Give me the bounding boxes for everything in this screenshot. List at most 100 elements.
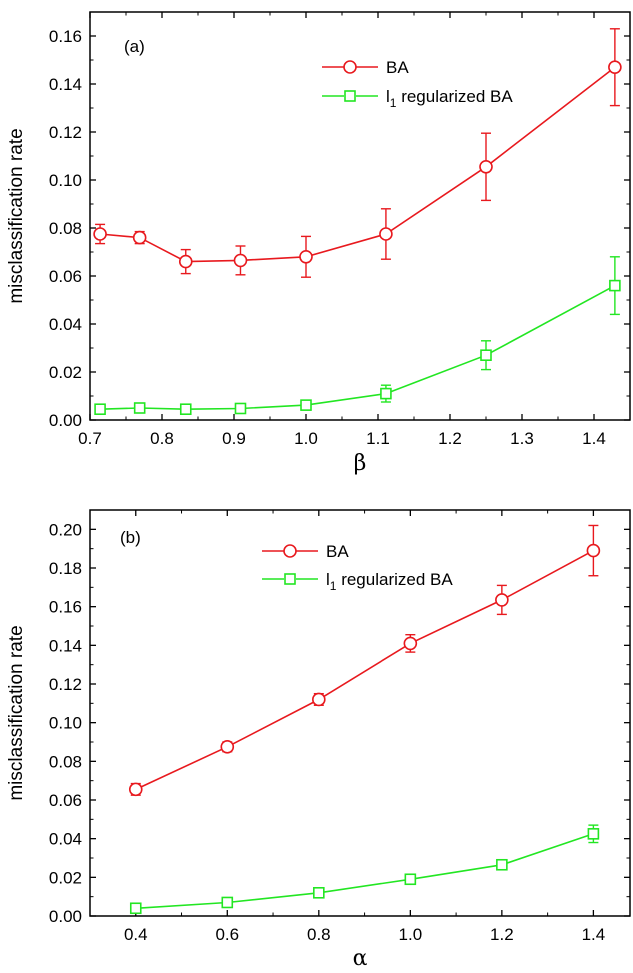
series-line <box>135 833 594 910</box>
y-tick-label: 0.16 <box>49 598 82 617</box>
y-tick-label: 0.12 <box>49 123 82 142</box>
marker-bg <box>130 903 141 914</box>
x-axis-title: α <box>353 946 368 971</box>
marker-bg <box>222 897 233 908</box>
x-tick-label: 0.4 <box>124 925 148 944</box>
series-l1-regularized-ba <box>94 256 621 416</box>
marker-bg <box>221 740 234 753</box>
x-tick-label: 0.8 <box>307 925 331 944</box>
y-tick-label: 0.20 <box>49 520 82 539</box>
x-tick-label: 1.1 <box>366 429 390 448</box>
legend-item-ba: BA <box>262 542 349 561</box>
data-point <box>496 858 508 871</box>
x-tick-label: 1.3 <box>510 429 534 448</box>
series-ba <box>93 28 622 278</box>
legend-label: BA <box>326 542 349 561</box>
legend-marker <box>343 60 357 74</box>
y-tick-label: 0.02 <box>49 868 82 887</box>
x-tick-label: 0.9 <box>222 429 246 448</box>
legend: BA l1 regularized BA <box>322 58 513 110</box>
data-point <box>608 60 622 74</box>
y-axis-title: misclassification rate <box>6 625 27 800</box>
legend-item-l1-regularized-ba: l1 regularized BA <box>322 87 513 110</box>
data-point <box>479 160 493 174</box>
marker-bg <box>95 404 106 415</box>
marker-bg <box>133 231 146 244</box>
x-axis-title: β <box>354 451 367 476</box>
y-tick-label: 0.04 <box>49 830 82 849</box>
marker-bg <box>129 783 142 796</box>
x-tick-label: 1.0 <box>294 429 318 448</box>
y-tick-label: 0.06 <box>49 267 82 286</box>
data-point <box>300 399 312 411</box>
plot-frame <box>89 11 631 421</box>
marker-bg <box>495 593 508 606</box>
legend-marker-bg <box>344 90 356 102</box>
data-point <box>221 896 234 909</box>
data-point <box>380 387 392 400</box>
y-tick-label: 0.08 <box>49 219 82 238</box>
data-point <box>404 873 417 886</box>
x-tick-label: 1.4 <box>582 925 606 944</box>
marker-bg <box>608 61 621 74</box>
y-tick-label: 0.12 <box>49 675 82 694</box>
legend-marker <box>284 573 296 585</box>
y-tick-label: 0.04 <box>49 315 82 334</box>
marker-bg <box>496 859 507 870</box>
y-tick-label: 0.14 <box>49 75 82 94</box>
marker-bg <box>380 388 391 399</box>
series-ba <box>128 524 601 797</box>
marker-bg <box>234 254 247 267</box>
legend-label: l1 regularized BA <box>326 570 453 593</box>
data-point <box>233 253 248 268</box>
series-line <box>100 66 616 263</box>
y-tick-label: 0.00 <box>49 907 82 926</box>
marker-bg <box>94 228 107 240</box>
data-point <box>403 636 418 651</box>
y-axis-title: misclassification rate <box>6 128 27 303</box>
data-point <box>587 828 600 840</box>
marker-bg <box>134 403 145 413</box>
x-tick-label: 0.7 <box>78 429 102 448</box>
y-tick-label: 0.08 <box>49 752 82 771</box>
marker-bg <box>235 403 246 414</box>
marker-bg <box>405 874 416 885</box>
series-line <box>100 284 616 411</box>
legend-item-l1-regularized-ba: l1 regularized BA <box>262 570 453 593</box>
marker-bg <box>481 350 491 361</box>
legend-marker-bg <box>284 545 296 557</box>
data-point <box>132 230 147 245</box>
legend-marker <box>344 90 356 102</box>
data-point <box>220 740 235 754</box>
y-tick-label: 0.02 <box>49 363 82 382</box>
data-point <box>129 902 142 915</box>
marker-bg <box>609 280 620 291</box>
y-tick-label: 0.18 <box>49 559 82 578</box>
marker-bg <box>180 404 191 415</box>
data-point <box>609 279 621 292</box>
x-tick-label: 1.2 <box>490 925 514 944</box>
legend: BA l1 regularized BA <box>262 542 453 593</box>
data-point <box>480 349 492 362</box>
data-point <box>495 593 509 607</box>
x-tick-label: 1.4 <box>582 429 606 448</box>
data-point <box>234 402 247 415</box>
marker-bg <box>480 160 492 173</box>
marker-bg <box>404 637 417 650</box>
legend-item-ba: BA <box>322 58 409 77</box>
legend-label: BA <box>386 58 409 77</box>
data-point <box>586 543 601 558</box>
marker-bg <box>313 887 324 898</box>
data-point <box>133 402 146 414</box>
marker-bg <box>587 544 600 557</box>
data-point <box>379 227 393 241</box>
y-tick-label: 0.10 <box>49 171 82 190</box>
marker-bg <box>588 828 599 839</box>
y-tick-label: 0.06 <box>49 791 82 810</box>
series-l1-regularized-ba <box>129 824 600 915</box>
y-tick-label: 0.16 <box>49 27 82 46</box>
data-point <box>299 249 313 264</box>
y-tick-label: 0.10 <box>49 714 82 733</box>
x-tick-label: 0.8 <box>150 429 174 448</box>
